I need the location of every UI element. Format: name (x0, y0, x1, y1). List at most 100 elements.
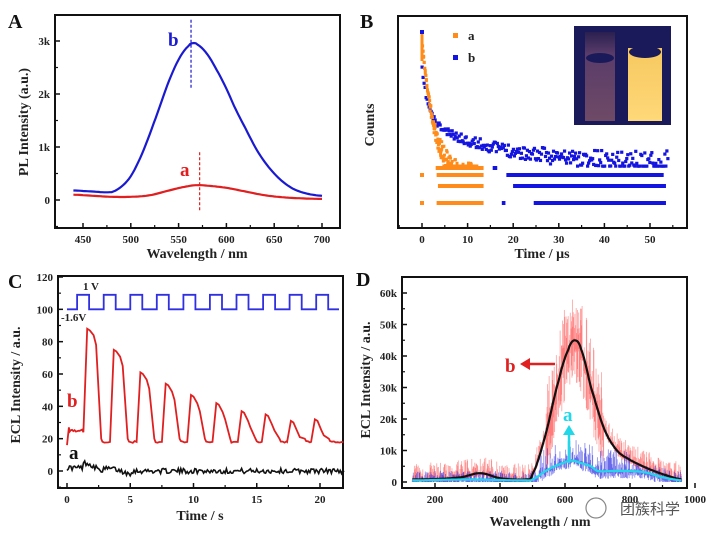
scatter-point-a (439, 149, 443, 153)
scatter-point-b (493, 140, 497, 144)
scatter-point-b (557, 157, 562, 161)
plot-area-a (73, 19, 323, 211)
y-tick-label: 1k (38, 142, 51, 154)
scatter-point-b (481, 143, 485, 147)
arrow-to-b-curve (520, 358, 555, 370)
scatter-point-a (447, 161, 451, 165)
scatter-point-b (526, 156, 531, 160)
scatter-point-a (425, 83, 429, 87)
scatter-point-b (599, 160, 603, 165)
scatter-point-a (438, 137, 442, 141)
x-tick-label: 700 (314, 234, 331, 246)
scatter-point-b (420, 65, 424, 69)
scatter-point-b (447, 129, 451, 133)
scatter-point-a (446, 160, 450, 164)
scatter-point-b (609, 164, 613, 168)
scatter-point-b (542, 146, 547, 150)
scatter-point-b (640, 153, 644, 158)
scatter-point-b (504, 148, 508, 153)
scatter-point-b (638, 164, 642, 168)
legend-label-a: a (468, 28, 475, 43)
scatter-point-b (453, 134, 457, 138)
scatter-point-b (426, 102, 430, 106)
x-tick-label: 30 (553, 234, 565, 246)
scatter-point-b (537, 150, 542, 155)
scatter-point-a (423, 67, 427, 71)
scatter-point-b (469, 142, 473, 147)
x-axis-title-a: Wavelength / nm (146, 247, 247, 262)
y-tick-label: 100 (37, 304, 54, 316)
scatter-point-b (452, 137, 456, 141)
scatter-point-b (546, 151, 551, 155)
scatter-point-b (569, 154, 574, 158)
scatter-point-b (522, 146, 527, 150)
scatter-point-b (566, 157, 571, 161)
scatter-point-b (445, 133, 449, 137)
panel-letter-b: B (360, 11, 373, 33)
plot-frame-d (401, 276, 688, 489)
scatter-point-b (656, 164, 660, 168)
y-tick-label: 10k (380, 446, 398, 458)
plot-area-d (411, 299, 683, 482)
scatter-point-b (490, 145, 494, 149)
scatter-point-b (568, 161, 573, 165)
scatter-point-b (532, 146, 537, 150)
scatter-point-b (495, 141, 499, 146)
scatter-point-b (623, 164, 627, 168)
scatter-point-a (431, 120, 435, 124)
scatter-point-b (465, 141, 469, 145)
series-line-potential (67, 293, 339, 311)
scatter-point-b (617, 158, 621, 163)
scatter-point-b (581, 161, 585, 165)
scatter-point-b (421, 75, 425, 80)
scatter-point-b (497, 147, 501, 151)
y-tick-label: 0 (392, 477, 398, 489)
legend-label-b: b (468, 50, 475, 65)
scatter-point-b (574, 157, 579, 161)
scatter-point-b (576, 155, 581, 159)
scatter-point-b (502, 143, 506, 148)
scatter-point-b (589, 156, 593, 160)
scatter-point-a (420, 43, 424, 46)
scatter-point-b (570, 149, 575, 153)
panel-letter-d: D (356, 269, 370, 291)
scatter-point-b (500, 142, 504, 146)
y-tick-label: 40 (42, 401, 54, 413)
scatter-point-b (613, 161, 617, 165)
scatter-point-b (524, 154, 529, 158)
plot-frame-c (57, 275, 344, 489)
scatter-point-b (633, 164, 637, 168)
scatter-point-b (563, 158, 568, 162)
scatter-point-b (423, 85, 427, 90)
scatter-point-b (512, 154, 516, 158)
scatter-point-b (600, 148, 604, 153)
scatter-point-a (420, 58, 424, 61)
scatter-point-b (459, 132, 463, 136)
scatter-point-b (552, 157, 557, 161)
scatter-point-a (429, 104, 433, 108)
plot-area-c (66, 293, 345, 478)
scatter-point-b (517, 147, 522, 151)
scatter-point-a (455, 161, 459, 165)
scatter-point-a (434, 138, 438, 142)
scatter-point-b (448, 132, 452, 137)
scatter-point-b (454, 131, 458, 135)
scatter-point-a (420, 40, 424, 43)
x-tick-label: 550 (170, 234, 187, 246)
scatter-point-b (606, 156, 610, 160)
scatter-point-b (643, 151, 647, 155)
series-line-b (66, 327, 344, 446)
scatter-point-b (476, 140, 480, 144)
panel-letter-a: A (8, 11, 23, 33)
scatter-point-b (528, 157, 533, 161)
x-axis-title-d: Wavelength / nm (489, 515, 590, 530)
scatter-point-b (545, 159, 550, 163)
x-tick-label: 5 (128, 494, 134, 506)
scatter-point-b (549, 154, 554, 158)
scatter-point-b (514, 149, 519, 154)
scatter-point-a (441, 156, 445, 160)
scatter-point-a (420, 37, 424, 40)
scatter-point-b (578, 151, 582, 155)
scatter-point-b (449, 134, 453, 138)
